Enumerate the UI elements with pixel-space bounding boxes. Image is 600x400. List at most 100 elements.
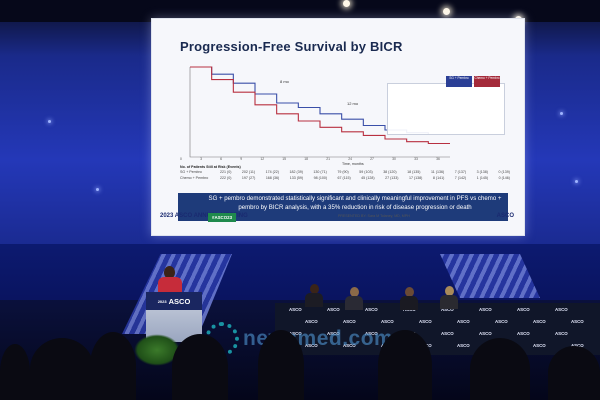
x-tick-label: 33 [414, 157, 418, 161]
slide-title: Progression-Free Survival by BICR [180, 39, 403, 54]
hashtag-badge: #ASCO23 [208, 213, 237, 222]
x-tick-label: 27 [370, 157, 374, 161]
risk-cell: 133 (59) [289, 176, 304, 180]
table-logo-tile: ASCO [555, 331, 568, 336]
audience-head [378, 330, 432, 400]
audience-head [30, 338, 94, 400]
table-logo-tile: ASCO [441, 307, 454, 312]
audience-head [0, 344, 30, 400]
risk-cell: 221 (0) [220, 170, 232, 174]
risk-cell: 197 (27) [241, 176, 256, 180]
ceiling-light [443, 8, 450, 15]
risk-cell: 0 (146) [498, 176, 510, 180]
table-logo-tile: ASCO [517, 307, 530, 312]
risk-cell: 168 (36) [265, 176, 280, 180]
table-logo-tile: ASCO [533, 319, 546, 324]
risk-cell: 17 (138) [408, 176, 423, 180]
risk-cell: 174 (22) [265, 170, 279, 174]
risk-cell: 67 (115) [337, 176, 351, 180]
presenter-credit: PRESENTED BY: Sara M Tolaney, MD, MPH [338, 214, 410, 218]
audience-head [258, 330, 304, 400]
risk-cell: 27 (133) [385, 176, 399, 180]
audience-head [548, 346, 600, 400]
backdrop-sparkle [575, 180, 578, 183]
risk-cell: 1 (145) [476, 176, 489, 180]
risk-row-sg: SG + Pembro 221 (0) 202 (11) 174 (22) 182 (… [180, 170, 510, 174]
x-tick-label: 6 [220, 157, 223, 161]
risk-cell: 18 (135) [407, 170, 421, 174]
backdrop-sparkle [48, 120, 51, 123]
table-logo-tile: ASCO [365, 307, 378, 312]
table-logo-tile: ASCO [457, 319, 470, 324]
risk-table: No. of Patients Still at Risk (Events) S… [180, 157, 510, 181]
panel-table: ASCO ASCO ASCO ASCO ASCO ASCO ASCO ASCO ASCO ASCO… [275, 303, 600, 355]
legend-sg-pembro: SG + Pembro [446, 76, 472, 87]
ceiling [0, 0, 600, 22]
x-tick-label: 18 [304, 157, 309, 161]
legend-chemo-pembro: Chemo + Pembro [474, 76, 500, 87]
table-logo-tile: ASCO [289, 331, 302, 336]
risk-cell: 98 (100) [313, 176, 328, 180]
risk-cell: 182 (39) [289, 170, 303, 174]
risk-cell: 59 (103) [359, 170, 373, 174]
median-label-8mo: 8 mo [280, 79, 289, 84]
ceiling-light [343, 0, 350, 7]
table-logo-tile: ASCO [479, 307, 492, 312]
hr-info-box: SG + Pembro Chemo + Pembro [387, 76, 505, 135]
risk-cell: 79 (90) [337, 170, 349, 174]
x-tick-label: 36 [436, 157, 440, 161]
risk-cell: 38 (120) [383, 170, 397, 174]
chart-axes [189, 67, 450, 158]
table-logo-tile: ASCO [555, 307, 568, 312]
risk-cell: 130 (71) [313, 170, 327, 174]
x-tick-label: 24 [348, 157, 352, 161]
x-tick-label: 0 [180, 157, 182, 161]
risk-cell: 7 (142) [454, 176, 467, 180]
backdrop-sparkle [96, 188, 99, 191]
table-logo-tile: ASCO [327, 307, 340, 312]
table-logo-tile: ASCO [343, 319, 356, 324]
table-logo-tile: ASCO [381, 319, 394, 324]
audience-head [90, 332, 136, 400]
risk-table-header: No. of Patients Still at Risk (Events) [180, 165, 241, 169]
podium-logo: 2023 ASCO [146, 292, 202, 310]
table-logo-tile: ASCO [305, 343, 318, 348]
x-tick-label: 30 [392, 157, 396, 161]
risk-cell: 45 (128) [361, 176, 375, 180]
table-logo-tile: ASCO [571, 343, 584, 348]
risk-row-chemo: Chemo + Pembro 222 (0) 197 (27) 168 (36) 13… [180, 176, 510, 180]
table-logo-tile: ASCO [289, 307, 302, 312]
audience-silhouettes [0, 330, 600, 400]
meeting-logo: 2023 ASCO ANNUAL MEETING [160, 213, 248, 219]
risk-cell: 7 (137) [454, 170, 467, 174]
table-logo-tile: ASCO [517, 331, 530, 336]
x-tick-label: 15 [282, 157, 287, 161]
km-line-chemo-pembro [190, 66, 450, 145]
table-logo-tile: ASCO [571, 319, 584, 324]
table-logo-tile: ASCO [365, 331, 378, 336]
table-logo-tile: ASCO [419, 319, 432, 324]
table-logo-tile: ASCO [533, 343, 546, 348]
risk-cell: 0 (139) [498, 170, 510, 174]
table-logo-tile: ASCO [441, 331, 454, 336]
risk-cell: 222 (0) [220, 176, 232, 180]
median-label-12mo: 12 mo [347, 101, 359, 106]
x-tick-label: 9 [240, 157, 243, 161]
table-logo-tile: ASCO [479, 331, 492, 336]
x-tick-label: 12 [260, 157, 265, 161]
x-tick-label: 21 [326, 157, 330, 161]
speaker-head [164, 266, 175, 279]
risk-cell: 11 (136) [431, 170, 445, 174]
risk-cell: 3 (138) [476, 170, 488, 174]
table-logo-tile: ASCO [327, 331, 340, 336]
x-tick-label: 3 [200, 157, 202, 161]
risk-cell: 8 (141) [432, 176, 445, 180]
asco-logo: ASCO [496, 213, 514, 219]
risk-cell: 202 (11) [241, 170, 256, 174]
audience-head [470, 338, 530, 400]
x-tick-row: 0 3 6 9 12 15 18 21 24 27 30 33 36 [180, 157, 440, 161]
slide-footer: 2023 ASCO ANNUAL MEETING #ASCO23 PRESENT… [158, 211, 520, 229]
table-logo-tile: ASCO [343, 343, 356, 348]
audience-head [172, 334, 228, 400]
